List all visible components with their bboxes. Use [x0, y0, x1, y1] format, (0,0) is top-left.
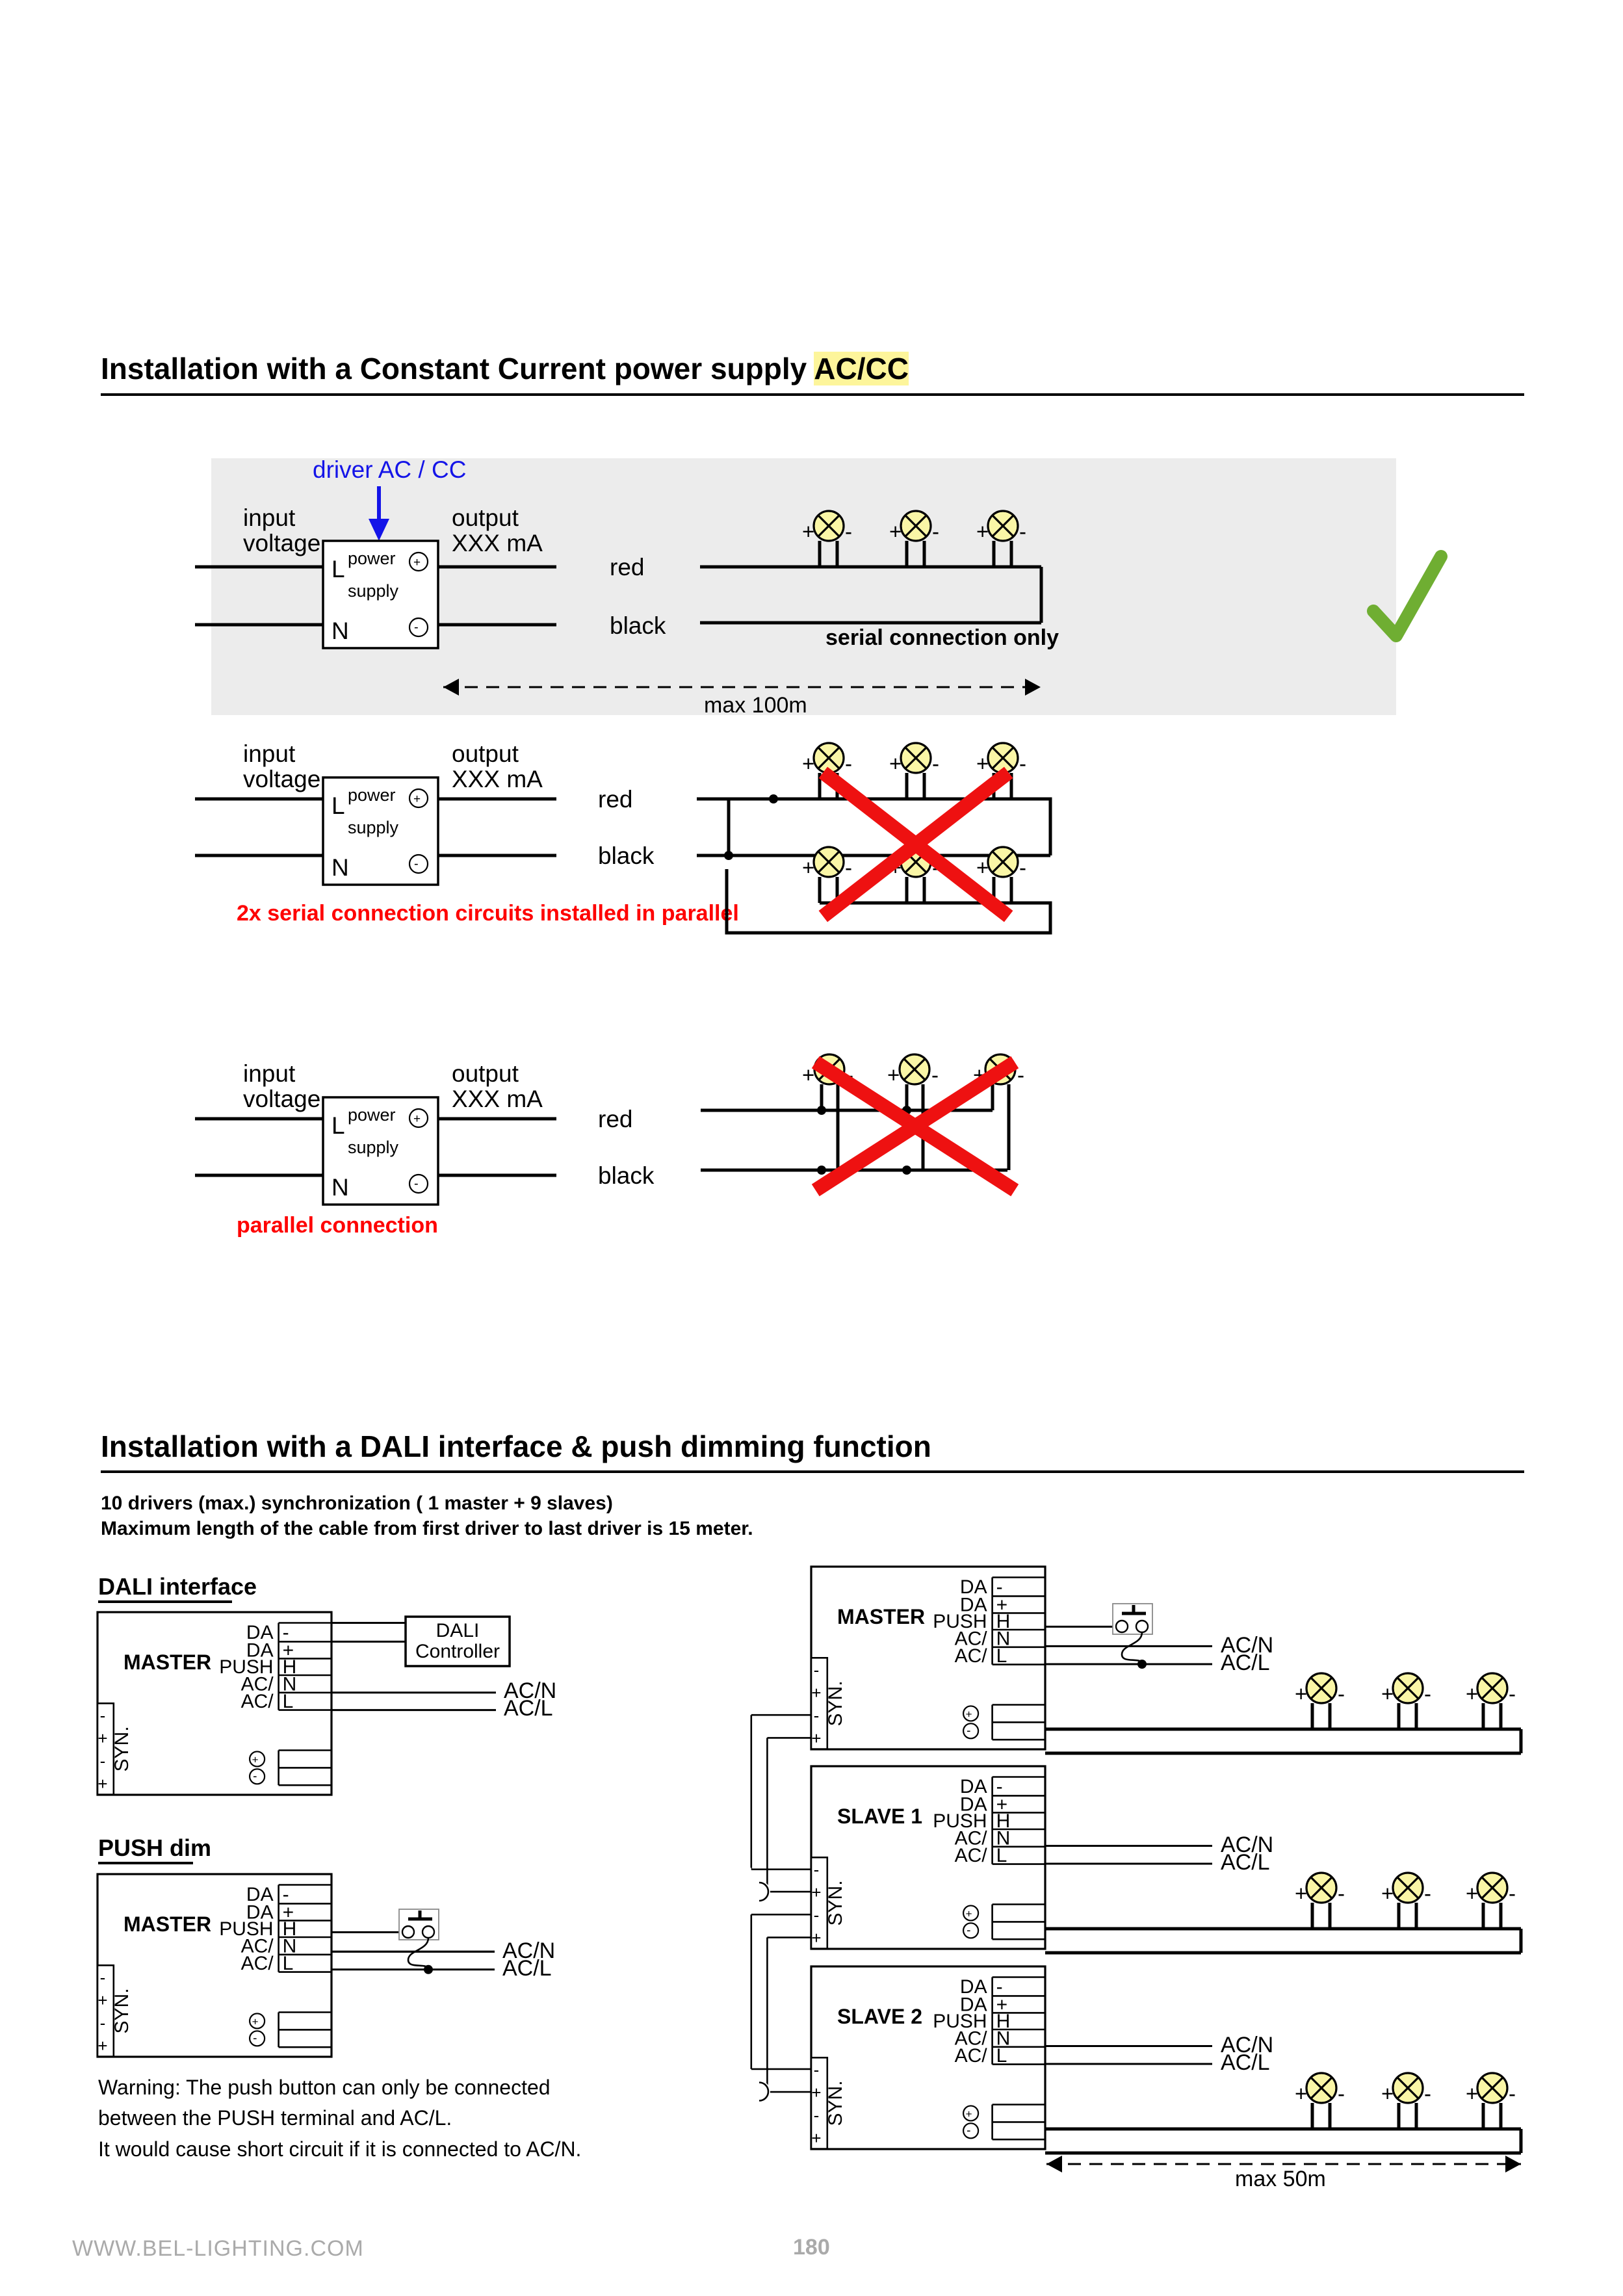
svg-text:+: +	[966, 1907, 972, 1920]
svg-text:-: -	[253, 2031, 257, 2045]
svg-text:+: +	[811, 1883, 821, 1902]
svg-text:-: -	[967, 2124, 970, 2137]
svg-text:+: +	[97, 1774, 107, 1794]
svg-text:L: L	[283, 1691, 294, 1712]
svg-text:-: -	[253, 1769, 257, 1783]
svg-text:-: -	[814, 2060, 820, 2080]
svg-text:-: -	[1338, 1682, 1345, 1706]
svg-text:MASTER: MASTER	[123, 1650, 211, 1674]
svg-text:-: -	[814, 1860, 820, 1879]
svg-text:+: +	[811, 1928, 821, 1948]
svg-text:+: +	[97, 1990, 107, 2010]
svg-text:AC/L: AC/L	[1221, 2050, 1270, 2075]
svg-text:+: +	[1381, 2081, 1394, 2106]
svg-text:-: -	[100, 1751, 106, 1771]
svg-text:SLAVE 2: SLAVE 2	[837, 2005, 922, 2028]
svg-text:+: +	[1466, 1682, 1478, 1706]
svg-text:SYN.: SYN.	[111, 1726, 133, 1771]
svg-text:AC/: AC/	[955, 1645, 988, 1667]
svg-text:+: +	[811, 1683, 821, 1702]
svg-text:-: -	[967, 1924, 970, 1937]
svg-text:+: +	[1295, 1881, 1307, 1905]
svg-text:L: L	[996, 1845, 1007, 1866]
svg-text:AC/: AC/	[241, 1953, 274, 1974]
svg-text:+: +	[97, 1729, 107, 1748]
svg-text:-: -	[100, 1968, 106, 1987]
svg-text:-: -	[814, 1660, 820, 1680]
svg-text:SYN.: SYN.	[111, 1988, 133, 2033]
svg-text:L: L	[283, 1953, 294, 1974]
svg-text:AC/: AC/	[955, 1845, 988, 1866]
svg-text:-: -	[1509, 1682, 1516, 1706]
svg-text:+: +	[811, 1729, 821, 1748]
svg-text:-: -	[100, 2013, 106, 2033]
svg-text:SLAVE 1: SLAVE 1	[837, 1805, 922, 1828]
svg-text:Controller: Controller	[415, 1641, 500, 1662]
svg-text:L: L	[996, 2045, 1007, 2067]
svg-text:SYN.: SYN.	[825, 2080, 846, 2126]
svg-text:-: -	[1424, 1682, 1431, 1706]
svg-text:AC/L: AC/L	[1221, 1850, 1270, 1875]
svg-text:AC/L: AC/L	[504, 1696, 553, 1721]
svg-text:L: L	[996, 1645, 1007, 1667]
svg-text:DALI: DALI	[436, 1620, 480, 1641]
svg-text:-: -	[1338, 2081, 1345, 2106]
svg-text:-: -	[100, 1706, 106, 1725]
svg-text:SYN.: SYN.	[825, 1880, 846, 1925]
svg-text:-: -	[1509, 1881, 1516, 1905]
svg-text:-: -	[967, 1724, 970, 1738]
svg-text:+: +	[966, 2107, 972, 2120]
svg-text:MASTER: MASTER	[123, 1912, 211, 1936]
svg-text:+: +	[1381, 1881, 1394, 1905]
svg-text:-: -	[814, 2106, 820, 2125]
svg-text:AC/: AC/	[955, 2045, 988, 2067]
svg-text:+: +	[811, 2128, 821, 2148]
svg-text:-: -	[1338, 1881, 1345, 1905]
svg-text:-: -	[1509, 2081, 1516, 2106]
svg-text:-: -	[1424, 1881, 1431, 1905]
svg-text:+: +	[966, 1708, 972, 1720]
svg-text:-: -	[814, 1706, 820, 1725]
svg-text:AC/: AC/	[241, 1691, 274, 1712]
svg-text:max 50m: max 50m	[1235, 2167, 1326, 2191]
svg-text:-: -	[814, 1905, 820, 1925]
svg-text:+: +	[1466, 1881, 1478, 1905]
svg-text:+: +	[1466, 2081, 1478, 2106]
svg-text:MASTER: MASTER	[837, 1605, 925, 1628]
svg-text:-: -	[1424, 2081, 1431, 2106]
svg-text:SYN.: SYN.	[825, 1680, 846, 1726]
svg-text:+: +	[1295, 2081, 1307, 2106]
svg-text:AC/L: AC/L	[1221, 1650, 1270, 1675]
svg-text:+: +	[252, 2015, 259, 2028]
svg-text:+: +	[1381, 1682, 1394, 1706]
svg-text:+: +	[1295, 1682, 1307, 1706]
svg-text:+: +	[252, 1753, 259, 1766]
svg-text:+: +	[97, 2036, 107, 2055]
svg-text:+: +	[811, 2083, 821, 2102]
svg-text:AC/L: AC/L	[502, 1956, 552, 1981]
